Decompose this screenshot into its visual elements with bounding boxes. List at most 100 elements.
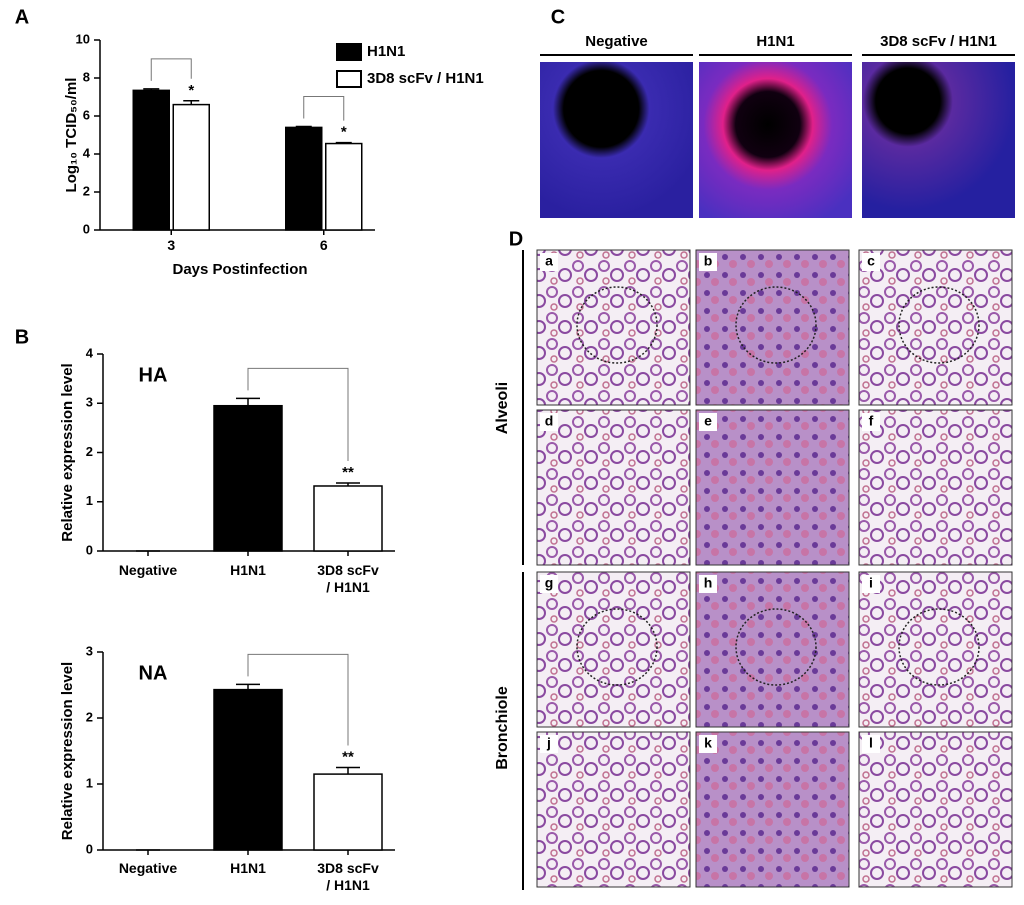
significance-label: **	[342, 464, 354, 481]
histology-image	[695, 731, 850, 888]
zoom-region	[898, 286, 980, 364]
tile-label-box	[540, 575, 558, 593]
tile-label: i	[869, 575, 873, 591]
tile-label-box	[699, 575, 717, 593]
bar	[213, 688, 283, 851]
histology-image	[858, 409, 1013, 566]
tile-label: d	[545, 413, 554, 429]
y-tick-label: 1	[86, 775, 93, 790]
x-tick-label: 3	[167, 237, 176, 253]
y-tick-label: 2	[86, 709, 93, 724]
bar	[213, 404, 283, 552]
panel-label: D	[509, 228, 523, 250]
histology-image	[695, 409, 850, 566]
histology-image	[536, 409, 691, 566]
legend-label: 3D8 scFv / H1N1	[367, 70, 484, 87]
tile-label: l	[869, 735, 873, 751]
tile-label: b	[704, 253, 713, 269]
bar	[313, 773, 383, 851]
histology-image	[536, 571, 691, 728]
x-tick-label: 6	[319, 237, 328, 253]
chart-title: NA	[139, 662, 168, 684]
y-tick-label: 0	[83, 221, 90, 236]
tile-label-box	[862, 413, 880, 431]
x-tick-label: H1N1	[230, 860, 266, 876]
tile-label-box	[540, 413, 558, 431]
zoom-region	[576, 286, 658, 364]
zoom-region	[576, 608, 658, 686]
row-label: Alveoli	[494, 382, 511, 434]
bar	[313, 485, 383, 552]
zoom-region	[735, 286, 817, 364]
histology-image	[858, 249, 1013, 406]
x-tick-label: Negative	[118, 860, 178, 876]
fluorescence-image	[862, 62, 1015, 218]
tile-label-box	[699, 253, 717, 271]
significance-label: *	[188, 82, 194, 99]
legend-swatch	[336, 70, 362, 88]
tile-label-box	[862, 575, 880, 593]
x-axis-label: Days Postinfection	[172, 261, 307, 278]
y-axis-label: Relative expression level	[59, 662, 76, 840]
tile-label-box	[862, 253, 880, 271]
legend-label: H1N1	[367, 43, 405, 60]
tile-label-box	[699, 413, 717, 431]
y-tick-label: 10	[76, 31, 90, 46]
panel-label: B	[15, 326, 29, 348]
bar	[285, 126, 323, 231]
y-tick-label: 4	[86, 345, 94, 360]
tile-label: e	[704, 413, 712, 429]
panel-label: A	[15, 6, 29, 28]
y-tick-label: 3	[86, 643, 93, 658]
fluorescence-image	[699, 62, 852, 218]
histology-image	[695, 571, 850, 728]
x-tick-label: 3D8 scFv / H1N1	[317, 562, 379, 595]
significance-bracket	[303, 95, 345, 121]
tile-label: a	[545, 253, 553, 269]
panel-label: C	[551, 6, 565, 28]
y-tick-label: 8	[83, 69, 90, 84]
tile-label-box	[540, 253, 558, 271]
x-tick-label: 3D8 scFv / H1N1	[317, 860, 379, 893]
x-tick-label: Negative	[118, 562, 178, 578]
y-tick-label: 4	[83, 145, 91, 160]
tile-label-box	[862, 735, 880, 753]
significance-label: **	[342, 748, 354, 765]
x-tick-label: H1N1	[230, 562, 266, 578]
column-header: 3D8 scFv / H1N1	[880, 33, 997, 50]
row-label: Bronchiole	[494, 686, 511, 770]
histology-image	[858, 571, 1013, 728]
legend-swatch	[336, 43, 362, 61]
bar	[172, 103, 210, 231]
chart-title: HA	[139, 364, 168, 386]
y-axis-label: Log₁₀ TCID₅₀/ml	[63, 78, 80, 193]
bar	[325, 142, 363, 231]
y-tick-label: 3	[86, 395, 93, 410]
tile-label: c	[867, 253, 875, 269]
y-tick-label: 0	[86, 841, 93, 856]
y-axis-label: Relative expression level	[59, 363, 76, 541]
significance-bracket	[247, 367, 349, 462]
significance-label: *	[341, 124, 347, 141]
y-tick-label: 1	[86, 493, 93, 508]
column-header: H1N1	[756, 33, 794, 50]
tile-label-box	[540, 735, 558, 753]
histology-image	[695, 249, 850, 406]
bar	[132, 89, 170, 231]
zoom-region	[898, 608, 980, 686]
tile-label: g	[545, 575, 554, 591]
y-tick-label: 2	[83, 183, 90, 198]
column-header: Negative	[585, 33, 648, 50]
significance-bracket	[247, 653, 349, 746]
histology-image	[536, 249, 691, 406]
tile-label: h	[704, 575, 713, 591]
histology-image	[536, 731, 691, 888]
y-tick-label: 6	[83, 107, 90, 122]
tile-label: k	[704, 735, 712, 751]
histology-image	[858, 731, 1013, 888]
significance-bracket	[150, 58, 192, 81]
zoom-region	[735, 608, 817, 686]
y-tick-label: 0	[86, 542, 93, 557]
fluorescence-image	[540, 62, 693, 218]
